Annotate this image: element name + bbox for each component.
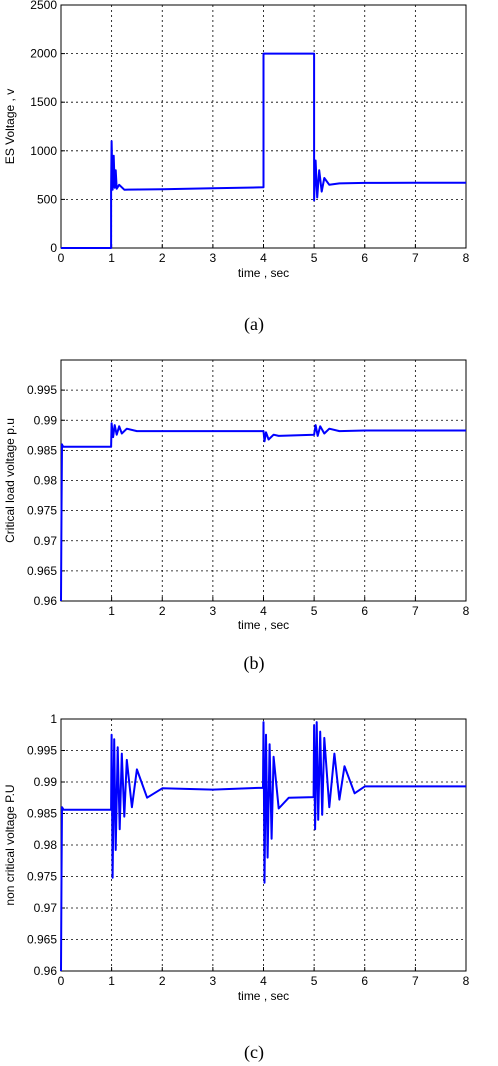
x-tick-label: 6 [361,974,368,988]
series-line [60,721,466,972]
x-axis-label: time , sec [238,266,289,280]
y-tick-label: 0.965 [27,933,57,947]
series-line [61,52,466,249]
y-tick-label: 0.99 [34,775,58,789]
x-tick-label: 8 [463,604,470,618]
y-tick-label: 1000 [30,144,57,158]
y-tick-label: 0.98 [34,474,58,488]
y-tick-label: 0.99 [34,413,58,427]
x-tick-label: 3 [210,604,217,618]
y-tick-label: 2000 [30,47,57,61]
x-tick-label: 7 [412,604,419,618]
y-tick-label: 0.995 [27,383,57,397]
y-tick-label: 0 [50,241,57,255]
y-tick-label: 0.96 [34,594,58,608]
x-tick-label: 0 [58,251,65,265]
caption-c: (c) [244,1042,264,1063]
y-tick-label: 0.96 [34,964,58,978]
y-tick-label: 500 [37,192,57,206]
x-tick-label: 4 [260,251,267,265]
x-tick-label: 3 [210,974,217,988]
y-tick-label: 0.965 [27,564,57,578]
y-tick-label: 0.98 [34,838,58,852]
x-tick-label: 5 [311,604,318,618]
x-tick-label: 6 [361,251,368,265]
x-tick-label: 1 [108,604,115,618]
chart-a: 0 1 2 3 4 5 6 7 8 0 500 1000 1500 2000 2500 time , sec E… [3,0,470,280]
chart-c: 0 1 2 3 4 5 6 7 8 0.96 0.965 0.97 0.975 0.98 0.985 0.99… [3,712,470,1003]
x-tick-label: 8 [463,251,470,265]
x-tick-label: 5 [311,974,318,988]
y-axis-label: non critical voltage P.U [3,784,17,905]
x-tick-label: 2 [159,604,166,618]
x-tick-label: 0 [58,974,65,988]
x-tick-label: 4 [260,974,267,988]
x-tick-label: 6 [361,604,368,618]
y-tick-label: 0.97 [34,901,58,915]
x-tick-label: 2 [159,974,166,988]
series-line [60,422,466,602]
x-tick-label: 4 [260,604,267,618]
x-axis-label: time , sec [238,989,289,1003]
x-tick-label: 3 [210,251,217,265]
x-axis-label: time , sec [238,618,289,632]
y-tick-label: 0.975 [27,504,57,518]
y-tick-label: 0.985 [27,807,57,821]
y-tick-label: 1500 [30,95,57,109]
y-axis-label: ES Voltage , v [3,89,17,164]
x-tick-label: 7 [412,251,419,265]
caption-a: (a) [244,314,264,335]
y-tick-label: 1 [50,712,57,726]
y-tick-label: 0.995 [27,744,57,758]
y-tick-label: 0.985 [27,443,57,457]
x-tick-label: 5 [311,251,318,265]
y-tick-label: 0.97 [34,534,58,548]
x-tick-label: 2 [159,251,166,265]
caption-b: (b) [244,653,265,674]
x-tick-label: 1 [108,974,115,988]
y-tick-label: 0.975 [27,870,57,884]
x-tick-label: 8 [463,974,470,988]
y-axis-label: Critical load voltage p.u [3,418,17,543]
x-tick-label: 7 [412,974,419,988]
chart-b: 1 2 3 4 5 6 7 8 0.96 0.965 0.97 0.975 0.98 0.985 0.99 0… [3,359,470,632]
x-tick-label: 1 [108,251,115,265]
y-tick-label: 2500 [30,0,57,12]
